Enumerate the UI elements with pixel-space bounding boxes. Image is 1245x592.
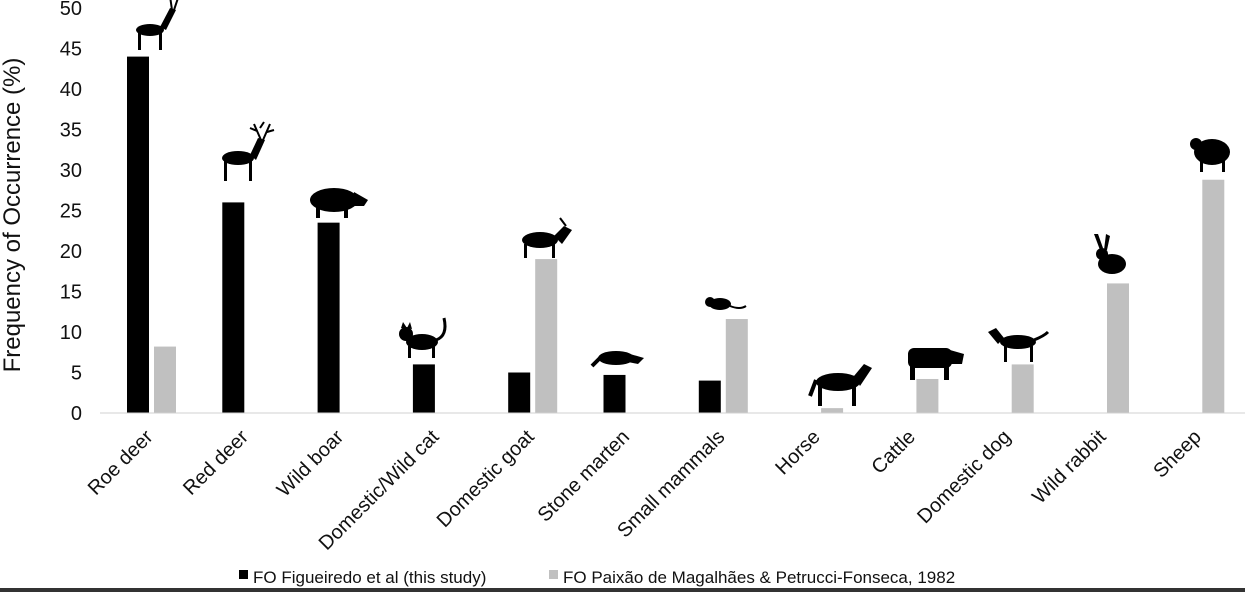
x-tick-label: Cattle bbox=[867, 426, 920, 479]
x-tick-label: Stone marten bbox=[534, 426, 634, 526]
bar-2-6 bbox=[725, 319, 748, 413]
cat-icon bbox=[399, 317, 447, 358]
red-deer-icon bbox=[222, 121, 275, 181]
rabbit-icon bbox=[1094, 234, 1126, 274]
legend-swatch-series-1 bbox=[239, 570, 248, 579]
y-tick-label: 25 bbox=[60, 201, 82, 223]
small-mammal-icon bbox=[705, 297, 747, 310]
bar-1-2 bbox=[317, 222, 340, 413]
horse-icon bbox=[808, 364, 872, 406]
legend-label-series-1: FO Figueiredo et al (this study) bbox=[253, 568, 486, 587]
bar-1-5 bbox=[603, 374, 626, 413]
y-tick-label: 35 bbox=[60, 120, 82, 142]
bar-1-6 bbox=[698, 380, 721, 413]
x-tick-label: Domestic dog bbox=[913, 426, 1015, 528]
bars bbox=[127, 56, 1225, 413]
roe-deer-icon bbox=[136, 0, 179, 50]
y-tick-label: 5 bbox=[71, 363, 82, 385]
legend: FO Figueiredo et al (this study) FO Paix… bbox=[239, 568, 955, 587]
y-tick-label: 40 bbox=[60, 79, 82, 101]
y-tick-label: 50 bbox=[60, 0, 82, 20]
x-tick-label: Domestic goat bbox=[433, 426, 539, 532]
dog-icon bbox=[988, 328, 1050, 362]
wild-boar-icon bbox=[310, 188, 368, 218]
bar-2-9 bbox=[1011, 364, 1034, 413]
y-tick-label: 45 bbox=[60, 39, 82, 61]
y-tick-label: 15 bbox=[60, 282, 82, 304]
legend-swatch-series-2 bbox=[549, 570, 558, 579]
x-tick-label: Sheep bbox=[1149, 426, 1205, 482]
y-axis: 0 5 10 15 20 25 30 35 40 45 50 bbox=[60, 0, 82, 425]
bar-2-4 bbox=[535, 259, 558, 413]
y-axis-title: Frequency of Occurrence (%) bbox=[0, 58, 26, 373]
sheep-icon bbox=[1190, 138, 1230, 172]
x-tick-label: Red deer bbox=[179, 426, 253, 500]
bottom-border bbox=[0, 588, 1245, 592]
x-tick-label: Roe deer bbox=[84, 426, 158, 500]
bar-2-7 bbox=[821, 408, 844, 413]
stone-marten-icon bbox=[590, 351, 644, 368]
y-tick-label: 0 bbox=[71, 403, 82, 425]
bar-2-8 bbox=[916, 378, 939, 413]
bar-2-0 bbox=[154, 346, 176, 413]
x-tick-label: Wild boar bbox=[273, 426, 349, 502]
bar-1-0 bbox=[127, 56, 149, 413]
goat-icon bbox=[522, 217, 572, 258]
animal-icons bbox=[136, 0, 1230, 406]
bar-2-11 bbox=[1202, 179, 1225, 413]
bar-2-10 bbox=[1107, 283, 1129, 413]
bar-1-4 bbox=[508, 372, 531, 413]
bar-1-1 bbox=[222, 202, 245, 413]
y-tick-label: 30 bbox=[60, 160, 82, 182]
x-tick-label: Horse bbox=[771, 426, 824, 479]
y-tick-label: 20 bbox=[60, 241, 82, 263]
cattle-icon bbox=[908, 348, 964, 380]
legend-label-series-2: FO Paixão de Magalhães & Petrucci-Fonsec… bbox=[563, 568, 955, 587]
x-tick-label: Wild rabbit bbox=[1028, 426, 1111, 509]
y-tick-label: 10 bbox=[60, 322, 82, 344]
bar-1-3 bbox=[412, 364, 435, 413]
